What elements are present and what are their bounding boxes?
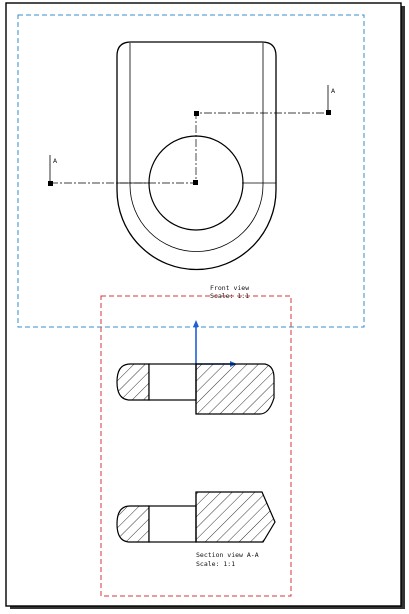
section-corner-marker [194, 111, 199, 116]
hatched-body [195, 363, 275, 415]
section-line-a-a[interactable] [50, 112, 328, 184]
section-view-lower-slice[interactable] [116, 491, 276, 543]
section-end-marker [326, 110, 331, 115]
section-view-upper-slice[interactable] [116, 363, 275, 415]
section-view-frame[interactable] [100, 295, 292, 597]
section-view-scale: Scale: 1:1 [196, 560, 235, 568]
section-view-title: Section view A-A [196, 551, 259, 559]
section-label-left: A [53, 158, 58, 165]
hatched-left-lug [116, 363, 150, 401]
section-corner-marker [193, 180, 198, 185]
front-view-title: Front view [210, 284, 249, 292]
hatched-body [195, 491, 276, 543]
hatched-left-lug [116, 505, 150, 543]
inner-contour [129, 43, 264, 252]
bore-gap [148, 505, 197, 543]
outer-contour [116, 41, 277, 271]
bore-gap [148, 363, 197, 401]
section-label-right: A [331, 88, 336, 95]
front-view-frame[interactable] [17, 14, 365, 328]
section-end-marker [48, 181, 53, 186]
